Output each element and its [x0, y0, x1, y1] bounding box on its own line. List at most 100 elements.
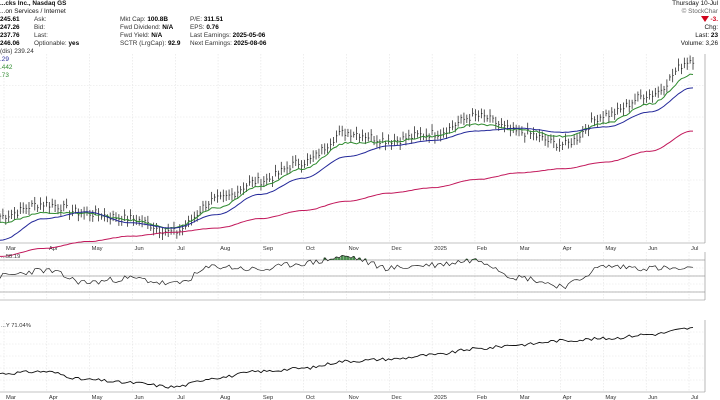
fundamental-row: Mkt Cap: 100.8B [120, 16, 180, 24]
x-tick-label: Apr [49, 246, 58, 252]
quote-row: Optionable: yes [34, 40, 79, 48]
fundamental-row: Fwd Yield: N/A [120, 32, 180, 40]
quote-row: Ask: [34, 16, 79, 24]
x-tick-label: Jul [177, 246, 184, 252]
fundamentals-block-a: Mkt Cap: 100.8B Fwd Dividend: N/A Fwd Yiel… [120, 16, 180, 48]
chg-label: Chg: [704, 24, 719, 31]
x-tick-label: 2025 [434, 246, 447, 252]
x-tick-label: Feb [477, 395, 487, 400]
x-tick-label: Jun [134, 246, 143, 252]
x-tick-label: Oct [306, 395, 315, 400]
fundamental-row: Fwd Dividend: N/A [120, 24, 180, 32]
x-tick-label: Mar [520, 395, 530, 400]
x-tick-label: Sep [263, 246, 273, 252]
moving-average-line [0, 130, 693, 257]
quote-label: Ask: [34, 16, 47, 23]
ohlc-value: 246.06 [0, 40, 20, 47]
ma-legend: (dis) 239.24.29.442.73 [0, 48, 34, 80]
ohlc-row: 247.26 [0, 24, 20, 32]
quote-row: Last: [34, 32, 79, 40]
quote-label: Bid: [34, 24, 46, 31]
x-tick-label: Nov [349, 395, 359, 400]
price-panel: Mar Apr May Jun Jul Aug Sep Oct Nov Dec 2025 Feb Mar… [0, 54, 706, 257]
watermark: © StockChar [681, 8, 718, 15]
ma-legend-item: .442 [0, 64, 13, 71]
sector-label: ...on Services / Internet [0, 8, 66, 16]
volume-text: Volume: 3,26 [680, 40, 718, 47]
ohlc-row: 245.61 [0, 16, 20, 24]
down-arrow-icon [700, 16, 709, 23]
x-tick-label: Nov [349, 246, 359, 252]
fundamental-row: P/E: 311.51 [190, 16, 266, 24]
change-value: -3. [710, 16, 718, 23]
rsi-line [0, 255, 694, 290]
x-tick-label: Jul [691, 395, 698, 400]
ohlc-value: 245.61 [0, 16, 20, 23]
moving-average-line [0, 87, 694, 241]
last-label: Last: [695, 32, 710, 39]
x-tick-label: Aug [220, 246, 230, 252]
fundamental-label: Last Earnings: [190, 32, 233, 39]
x-tick-label: Apr [49, 395, 58, 400]
fundamental-value: 2025-08-06 [233, 40, 267, 47]
x-tick-label: Aug [220, 395, 230, 400]
ohlc-value: 247.26 [0, 24, 20, 31]
quote-block: Ask: Bid: Last: Optionable: yes [34, 16, 79, 48]
x-tick-label: Sep [263, 395, 273, 400]
x-tick-label: May [92, 246, 103, 252]
fundamental-value: 100.8B [147, 16, 168, 23]
fundamentals-block-b: P/E: 311.51 EPS: 0.76 Last Earnings: 2025-… [190, 16, 266, 48]
x-tick-label: Jun [648, 246, 657, 252]
x-tick-label: Oct [306, 246, 315, 252]
relative-panel: Mar Apr May Jun Jul Aug Sep Oct Nov Dec 2025 Feb Mar… [0, 320, 706, 400]
sector-text: ...on Services / Internet [0, 8, 66, 15]
ma-legend-item: .29 [0, 56, 9, 63]
quote-row: Bid: [34, 24, 79, 32]
fundamental-label: EPS: [190, 24, 207, 31]
ma-legend-item: .73 [0, 72, 9, 79]
fundamental-row: SCTR (LrgCap): 92.9 [120, 40, 180, 48]
x-tick-label: May [605, 246, 616, 252]
ohlc-value: 237.76 [0, 32, 20, 39]
chart-header: ...cks Inc., Nasdaq GS ...on Services / … [0, 0, 720, 79]
x-tick-label: May [605, 395, 616, 400]
fundamental-label: Mkt Cap: [120, 16, 148, 23]
fundamental-label: P/E: [190, 16, 204, 23]
x-tick-label: Jul [691, 246, 698, 252]
fundamental-value: 92.9 [167, 40, 181, 47]
symbol-title: ...cks Inc., Nasdaq GS [0, 0, 67, 7]
x-tick-label: Apr [563, 395, 572, 400]
quote-value: yes [68, 40, 80, 47]
last-value: 23 [710, 32, 718, 39]
ma-legend-item: (dis) 239.24 [0, 48, 34, 55]
rsi-panel: ...58.19 [0, 252, 706, 301]
fundamental-row: EPS: 0.76 [190, 24, 266, 32]
fundamental-label: Fwd Yield: [120, 32, 152, 39]
relative-performance-line [0, 326, 694, 389]
fundamental-label: Next Earnings: [190, 40, 234, 47]
fundamental-label: Fwd Dividend: [120, 24, 163, 31]
x-tick-label: Dec [391, 395, 401, 400]
fundamental-value: 0.76 [206, 24, 219, 31]
x-tick-label: Mar [520, 246, 530, 252]
rsi-label: ...58.19 [1, 254, 20, 260]
x-tick-label: Jul [177, 395, 184, 400]
right-info: Thursday 10-Jul © StockChar -3. Chg: Las… [672, 0, 718, 48]
x-tick-label: Mar [6, 395, 16, 400]
fundamental-row: Next Earnings: 2025-08-06 [190, 40, 266, 48]
x-tick-label: Apr [563, 246, 572, 252]
fundamental-value: 2025-05-06 [232, 32, 266, 39]
x-tick-label: Mar [6, 246, 16, 252]
fundamental-label: SCTR (LrgCap): [120, 40, 168, 47]
ohlc-row: 237.76 [0, 32, 20, 40]
rsi-overbought-fill [323, 255, 477, 260]
fundamental-value: 311.51 [203, 16, 224, 23]
fundamental-value: N/A [162, 24, 174, 31]
ohlc-row: 246.06 [0, 40, 20, 48]
change-row: -3. [672, 16, 718, 24]
x-tick-label: Jun [134, 395, 143, 400]
chart-date: Thursday 10-Jul [672, 0, 718, 7]
moving-average-line [0, 73, 694, 230]
ohlc-block: 245.61 247.26 237.76 246.06 [0, 16, 20, 48]
